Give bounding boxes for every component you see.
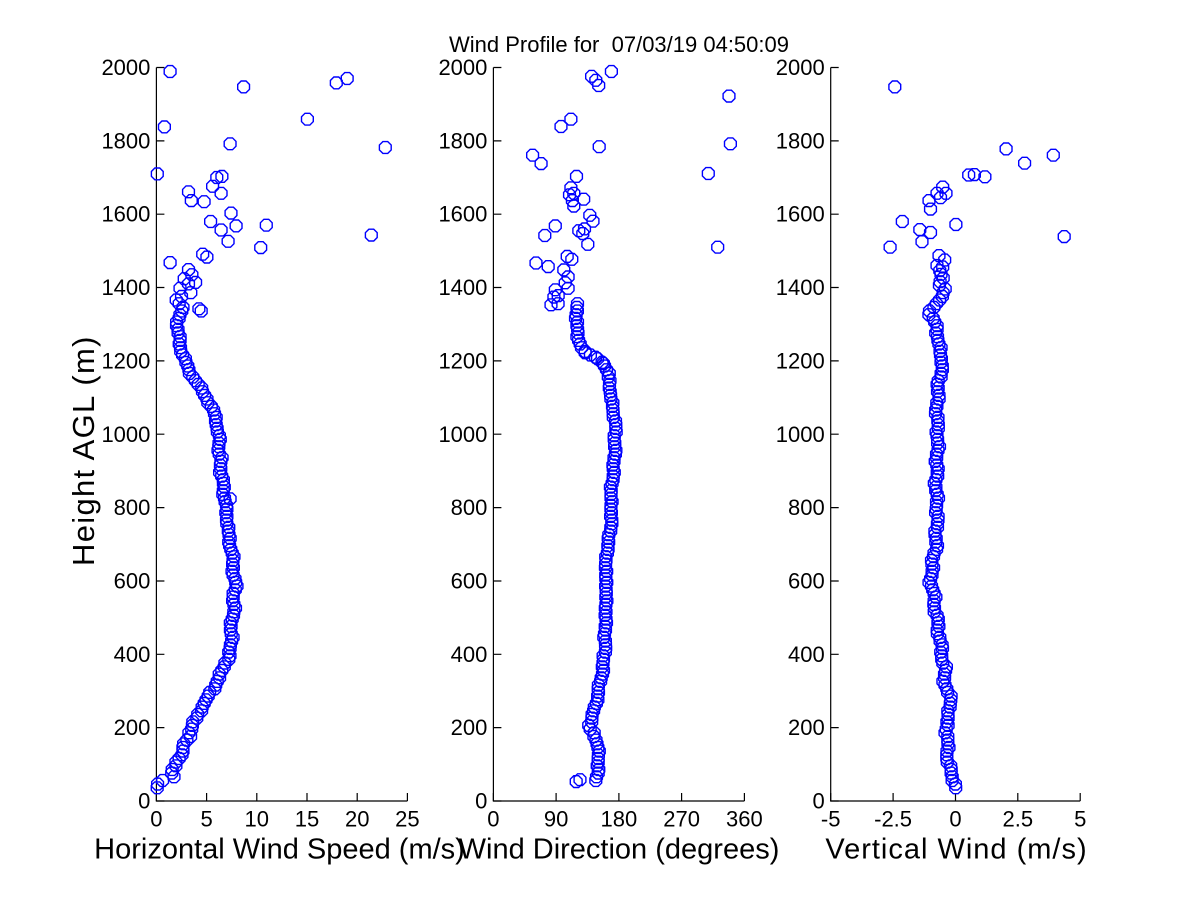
svg-text:1600: 1600 — [776, 202, 825, 227]
svg-text:2000: 2000 — [776, 55, 825, 80]
svg-text:0: 0 — [150, 807, 162, 832]
svg-text:2000: 2000 — [438, 55, 487, 80]
svg-text:1000: 1000 — [438, 422, 487, 447]
svg-text:1800: 1800 — [438, 128, 487, 153]
svg-text:1200: 1200 — [101, 348, 150, 373]
svg-text:Height AGL (m): Height AGL (m) — [66, 335, 101, 566]
svg-text:1200: 1200 — [776, 348, 825, 373]
svg-text:800: 800 — [114, 495, 151, 520]
svg-text:0: 0 — [138, 789, 150, 814]
svg-text:0: 0 — [949, 807, 961, 832]
svg-text:5: 5 — [200, 807, 212, 832]
svg-text:200: 200 — [451, 715, 488, 740]
svg-text:1800: 1800 — [101, 128, 150, 153]
svg-text:2000: 2000 — [101, 55, 150, 80]
svg-text:600: 600 — [114, 569, 151, 594]
svg-text:25: 25 — [395, 807, 419, 832]
svg-text:200: 200 — [788, 715, 825, 740]
svg-text:180: 180 — [601, 807, 638, 832]
svg-text:200: 200 — [114, 715, 151, 740]
svg-text:1400: 1400 — [438, 275, 487, 300]
svg-text:1800: 1800 — [776, 128, 825, 153]
svg-text:Horizontal Wind Speed (m/s): Horizontal Wind Speed (m/s) — [94, 834, 465, 866]
svg-text:600: 600 — [788, 569, 825, 594]
svg-text:1400: 1400 — [101, 275, 150, 300]
svg-text:360: 360 — [726, 807, 763, 832]
svg-text:5: 5 — [1074, 807, 1086, 832]
svg-text:Wind Direction (degrees): Wind Direction (degrees) — [459, 834, 780, 866]
svg-text:1400: 1400 — [776, 275, 825, 300]
svg-text:1200: 1200 — [438, 348, 487, 373]
svg-text:270: 270 — [663, 807, 700, 832]
svg-text:20: 20 — [345, 807, 369, 832]
svg-text:0: 0 — [812, 789, 824, 814]
svg-text:400: 400 — [114, 642, 151, 667]
svg-text:Vertical Wind (m/s): Vertical Wind (m/s) — [825, 834, 1087, 866]
svg-text:0: 0 — [487, 807, 499, 832]
svg-text:2.5: 2.5 — [1003, 807, 1034, 832]
svg-text:90: 90 — [544, 807, 568, 832]
svg-text:0: 0 — [475, 789, 487, 814]
svg-text:1000: 1000 — [101, 422, 150, 447]
svg-text:800: 800 — [788, 495, 825, 520]
svg-text:Wind Profile for 07/03/19 04:: Wind Profile for 07/03/19 04:50:09 — [449, 32, 789, 57]
svg-text:400: 400 — [451, 642, 488, 667]
svg-text:-5: -5 — [821, 807, 841, 832]
svg-text:10: 10 — [245, 807, 269, 832]
svg-text:400: 400 — [788, 642, 825, 667]
svg-text:15: 15 — [295, 807, 319, 832]
svg-text:800: 800 — [451, 495, 488, 520]
svg-text:1600: 1600 — [101, 202, 150, 227]
svg-text:-2.5: -2.5 — [874, 807, 912, 832]
svg-text:1600: 1600 — [438, 202, 487, 227]
svg-text:1000: 1000 — [776, 422, 825, 447]
svg-text:600: 600 — [451, 569, 488, 594]
